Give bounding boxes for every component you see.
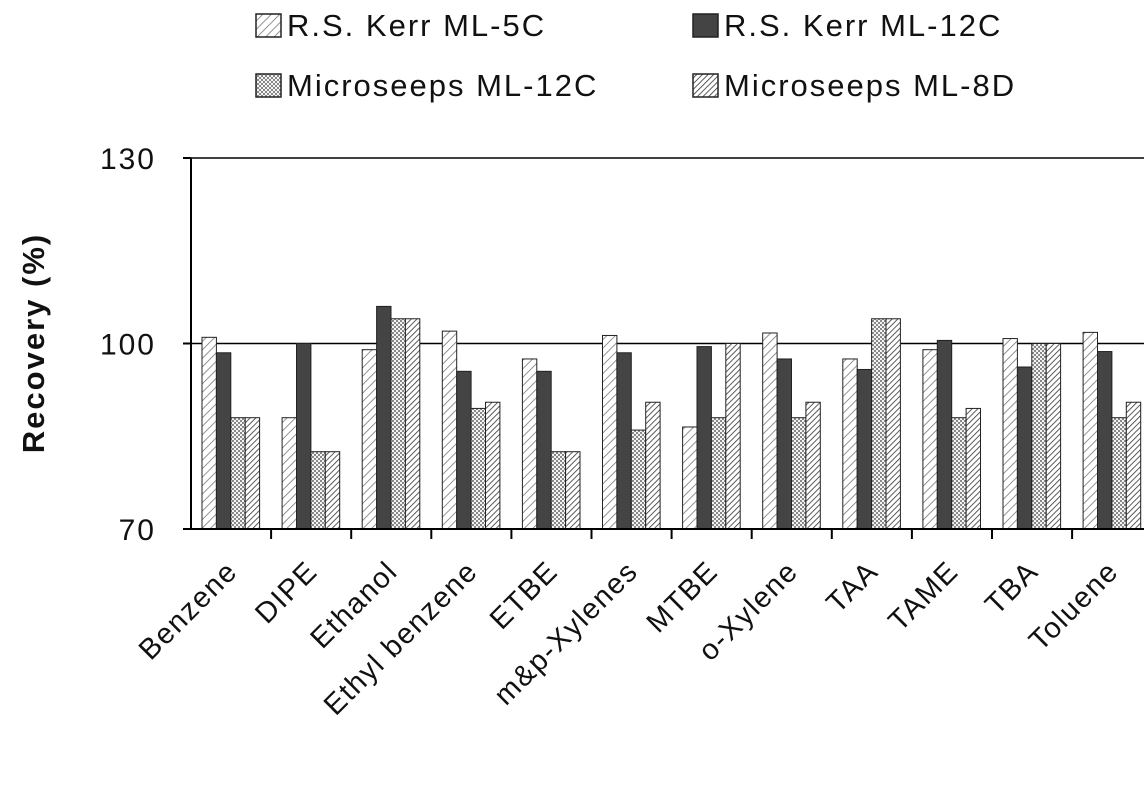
bar — [922, 349, 938, 530]
bar — [791, 417, 807, 530]
bar — [710, 417, 727, 530]
bar — [805, 401, 821, 530]
bar — [1045, 343, 1062, 530]
bar — [565, 451, 581, 530]
bar — [215, 352, 232, 530]
bar — [361, 349, 378, 530]
x-tick-label: TAA — [821, 555, 885, 619]
x-tick-label: TBA — [979, 555, 1045, 621]
legend-item-rs-kerr-ml-5c: R.S. Kerr ML-5C — [255, 8, 546, 44]
bar — [965, 407, 981, 530]
bar — [725, 343, 741, 530]
bar — [871, 318, 887, 530]
y-tick-labels: 130 100 70 — [100, 143, 191, 547]
bar — [244, 417, 261, 530]
bar — [550, 451, 567, 530]
bar — [456, 370, 472, 530]
bar — [1125, 401, 1142, 530]
bar — [281, 417, 298, 530]
bar — [842, 358, 858, 530]
legend-label: R.S. Kerr ML-12C — [724, 8, 1003, 43]
bar — [885, 318, 901, 530]
x-tick-label: DIPE — [249, 555, 324, 630]
bar — [682, 426, 698, 530]
y-axis-label: Recovery (%) — [16, 233, 51, 453]
bar — [201, 336, 217, 530]
legend-label: Microseeps ML-8D — [724, 68, 1017, 103]
bar — [645, 401, 661, 530]
bar — [616, 352, 632, 530]
y-tick-label: 100 — [100, 329, 156, 362]
bar — [1002, 338, 1018, 530]
bar — [441, 330, 458, 530]
x-tick-label: Benzene — [133, 555, 244, 666]
bar — [1016, 366, 1033, 530]
bar — [1082, 331, 1098, 530]
bar — [1031, 343, 1047, 530]
legend-label: R.S. Kerr ML-5C — [287, 8, 547, 43]
bar — [521, 358, 538, 530]
bar — [856, 368, 873, 530]
legend-item-microseeps-ml-8d: Microseeps ML-8D — [692, 68, 1016, 104]
gridlines — [191, 157, 1144, 345]
bar — [470, 407, 487, 530]
bar — [696, 346, 712, 530]
legend-swatch-rs-kerr-ml-12c — [692, 13, 719, 38]
bar — [1097, 351, 1113, 530]
bar — [485, 401, 501, 530]
bar — [404, 318, 421, 530]
bar — [536, 370, 552, 530]
legend-swatch-microseeps-ml-8d — [692, 73, 719, 98]
y-tick-label: 70 — [119, 514, 156, 547]
bar — [762, 332, 778, 530]
x-tick-label: TAME — [883, 555, 965, 637]
bar — [602, 334, 618, 530]
x-tick-label: Toluene — [1023, 555, 1125, 657]
bar-series-group — [201, 305, 1142, 530]
bar — [390, 318, 406, 530]
legend-swatch-microseeps-ml-12c — [255, 73, 282, 98]
bar — [1111, 417, 1127, 530]
legend-item-microseeps-ml-12c: Microseeps ML-12C — [255, 68, 598, 104]
bar — [296, 343, 312, 530]
bar — [230, 417, 246, 530]
x-tick-label: m&p-Xylenes — [488, 555, 644, 711]
legend-swatch-rs-kerr-ml-5c — [255, 13, 282, 38]
bar — [936, 339, 953, 530]
bar — [776, 358, 792, 530]
bar — [951, 417, 967, 530]
bar — [310, 451, 326, 530]
bar — [376, 305, 392, 530]
bar — [630, 429, 647, 530]
bar — [324, 451, 341, 530]
y-tick-label: 130 — [100, 143, 156, 176]
legend-label: Microseeps ML-12C — [287, 68, 599, 103]
legend-item-rs-kerr-ml-12c: R.S. Kerr ML-12C — [692, 8, 1002, 44]
